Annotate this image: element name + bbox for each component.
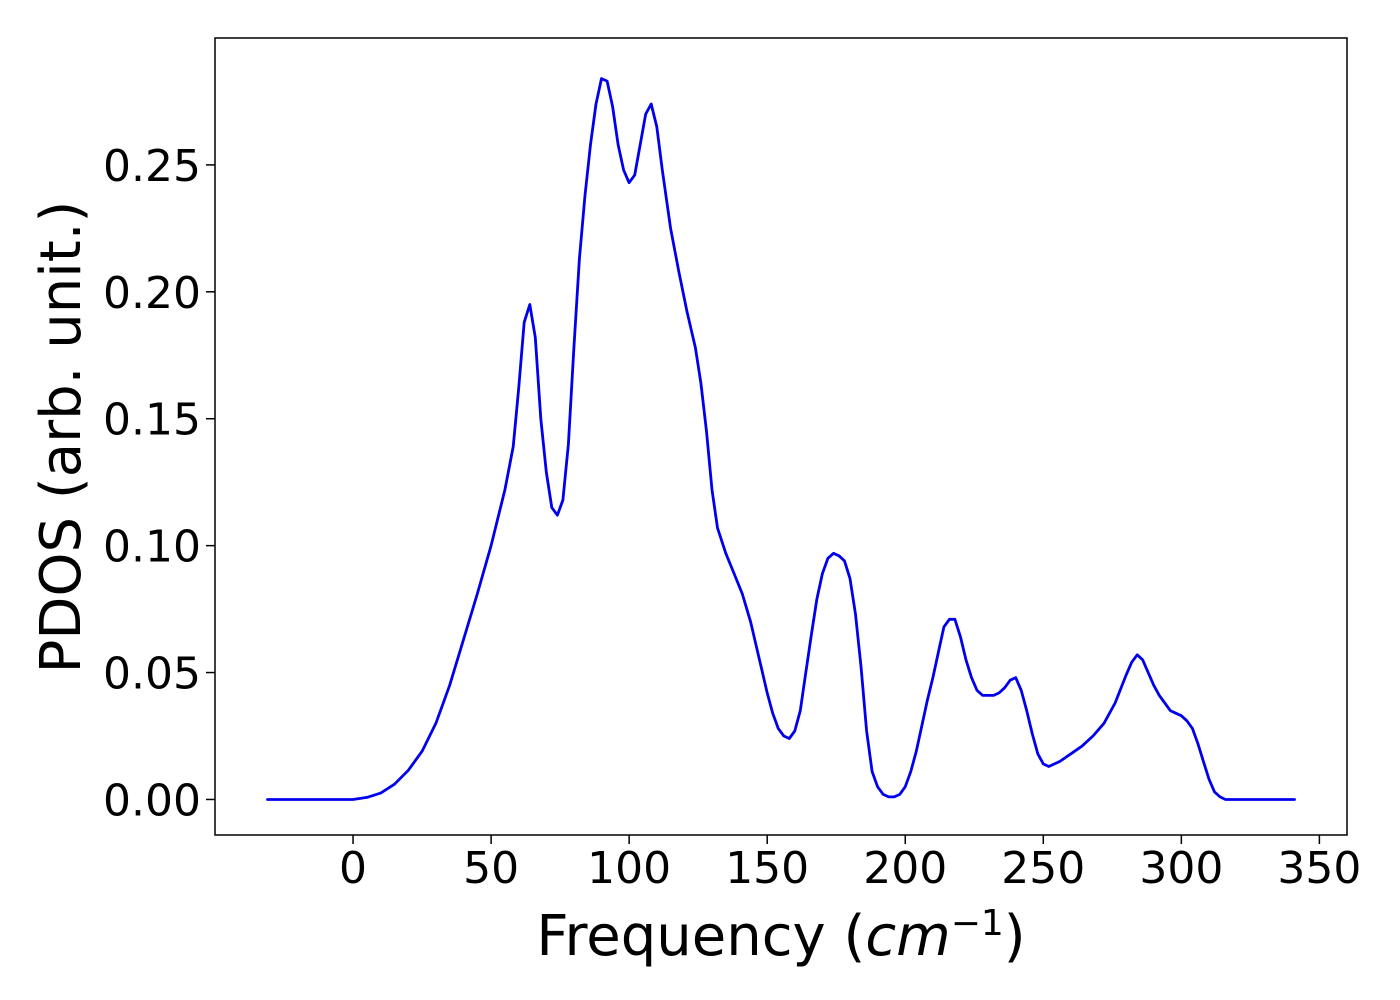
y-axis: 0.00 0.05 0.10 0.15 0.20 0.25 <box>103 141 215 826</box>
plot-frame <box>214 37 1348 836</box>
x-tick-label: 300 <box>1139 843 1223 894</box>
x-tick-label: 350 <box>1277 843 1361 894</box>
y-axis-label: PDOS (arb. unit.) <box>29 201 94 674</box>
x-tick-label: 0 <box>339 843 367 894</box>
pdos-series-line <box>266 77 1296 801</box>
x-tick-label: 100 <box>587 843 671 894</box>
y-tick-label: 0.15 <box>103 395 201 446</box>
y-tick-label: 0.05 <box>103 649 201 700</box>
y-tick-label: 0.00 <box>103 775 201 826</box>
x-tick-label: 250 <box>1001 843 1085 894</box>
x-tick-label: 200 <box>863 843 947 894</box>
x-tick-label: 150 <box>725 843 809 894</box>
y-tick-label: 0.25 <box>103 141 201 192</box>
x-axis-label: Frequency (cm−1) <box>536 903 1025 970</box>
y-tick-label: 0.20 <box>103 268 201 319</box>
y-tick-label: 0.10 <box>103 522 201 573</box>
series-layer <box>266 77 1296 801</box>
x-axis: 0 50 100 150 200 250 300 350 <box>339 835 1361 894</box>
x-tick-label: 50 <box>463 843 519 894</box>
